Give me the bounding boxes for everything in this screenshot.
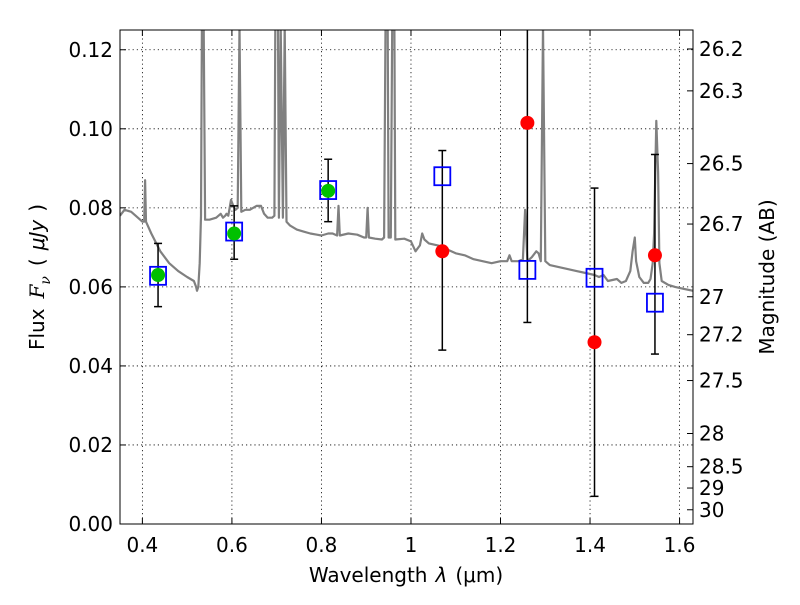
model-photometry-square — [149, 265, 167, 286]
y-axis-label-unit-open: ( — [25, 258, 49, 266]
x-axis-label-symbol: λ — [435, 563, 448, 587]
magnitude-tick-label: 27.5 — [699, 369, 744, 393]
x-tick-labels: 0.4 0.6 0.8 1 1.2 1.4 1.6 — [126, 533, 695, 557]
x-tick-label: 1.2 — [485, 533, 517, 557]
model-photometry-square — [319, 180, 338, 200]
y-axis-label-unit-close: ) — [25, 204, 49, 212]
tick-marks — [120, 30, 693, 525]
magnitude-tick-label: 30 — [699, 498, 724, 522]
model-photometry-square — [518, 259, 537, 280]
y-tick-label: 0.00 — [68, 512, 113, 536]
x-tick-label: 1.4 — [574, 533, 606, 557]
magnitude-tick-label: 26.7 — [699, 212, 744, 236]
magnitude-tick-label: 27 — [699, 285, 724, 309]
plot-area-background — [120, 30, 693, 524]
magnitude-tick-label: 28 — [699, 421, 724, 445]
magnitude-tick-label: 26.2 — [699, 37, 744, 61]
y-tick-label: 0.12 — [68, 38, 113, 62]
y-axis-label-unit: μJy — [25, 219, 49, 252]
model-photometry-square — [646, 292, 664, 313]
measurement-point — [435, 244, 450, 259]
measurement-layer — [151, 115, 662, 350]
model-photometry-square — [225, 221, 244, 242]
model-photometry-square — [433, 166, 452, 187]
x-tick-label: 0.4 — [126, 533, 158, 557]
y-axis-label-symbol-sub: ν — [38, 276, 54, 285]
y-tick-label: 0.06 — [68, 275, 113, 299]
x-axis-label: Wavelength λ (μm) — [309, 563, 503, 587]
x-tick-label: 0.8 — [306, 533, 338, 557]
plot-frame — [119, 29, 694, 525]
x-tick-label: 1 — [405, 533, 418, 557]
detection-point — [321, 183, 336, 198]
measurement-point — [520, 115, 535, 130]
magnitude-tick-label: 27.2 — [699, 323, 744, 347]
x-tick-label: 1.6 — [664, 533, 696, 557]
y-axis-label: Flux Fν ( μJy) — [25, 204, 54, 350]
magnitude-tick-label: 29 — [699, 476, 724, 500]
measurement-point — [647, 248, 662, 263]
x-axis-label-text: Wavelength — [309, 563, 428, 587]
magnitude-tick-label: 28.5 — [699, 455, 744, 479]
y2-axis-label: Magnitude (AB) — [755, 199, 779, 354]
model-photometry-square — [585, 267, 604, 288]
model-photometry-layer — [149, 166, 664, 313]
y-axis-label-symbol: F — [25, 283, 49, 299]
detection-point — [151, 268, 166, 283]
magnitude-tick-label: 26.3 — [699, 79, 744, 103]
y-tick-label: 0.02 — [68, 433, 113, 457]
y-tick-labels: 0.00 0.02 0.04 0.06 0.08 0.10 0.12 — [68, 38, 113, 536]
y-axis-label-text: Flux — [25, 308, 49, 350]
x-axis-label-unit: (μm) — [455, 563, 503, 587]
x-tick-label: 0.6 — [216, 533, 248, 557]
y-tick-label: 0.08 — [68, 196, 113, 220]
y-tick-label: 0.10 — [68, 117, 113, 141]
magnitude-tick-label: 26.5 — [699, 152, 744, 176]
measurement-point — [587, 335, 602, 350]
detection-point — [227, 226, 242, 241]
y-tick-label: 0.04 — [68, 354, 113, 378]
